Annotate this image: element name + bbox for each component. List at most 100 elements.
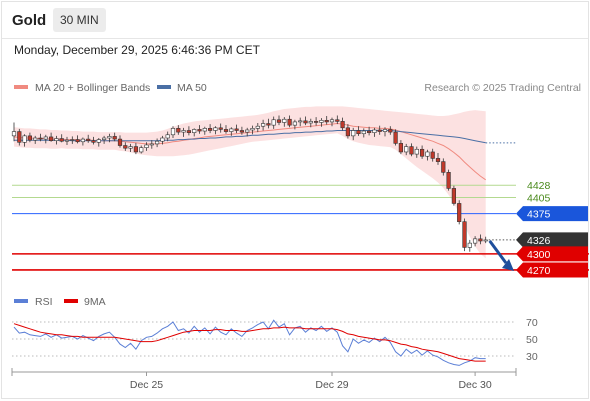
candle-body [404,146,409,153]
rsi-line [13,319,486,366]
candle-body [181,130,186,133]
forecast-arrow-shaft [488,240,508,264]
candle-body [102,137,107,140]
candle-body [86,138,91,141]
x-tick-label-0: Dec 25 [130,379,163,391]
candle-body [398,143,404,153]
candle-body [91,140,96,143]
header-bar: Gold 30 MIN [2,2,588,39]
candle-body [176,128,181,133]
timestamp: Monday, December 29, 2025 6:46:36 PM CET [14,43,260,57]
rsi-tick-30: 30 [526,351,538,363]
level-label-4300: 4300 [527,249,551,261]
candle-body [435,158,441,162]
candle-body [313,121,319,123]
candle-body [192,129,197,133]
legend-rsi-swatch [14,299,28,303]
level-badge-4270 [516,262,588,278]
candle-body [197,129,202,132]
candle-body [388,129,393,133]
candle-body [276,119,282,123]
candle-body [59,138,64,142]
candle-body [165,134,170,139]
candle-body [409,146,414,155]
candle-body [472,238,478,244]
candle-body [462,221,467,248]
forecast-arrow-head [502,258,514,271]
candle-body [11,131,17,137]
legend-ma20-label: MA 20 + Bollinger Bands [35,82,150,94]
candle-body [43,136,48,140]
candle-body [335,119,340,122]
level-badge-4300 [516,246,588,262]
candle-body [446,172,451,189]
candle-body [80,138,85,143]
x-tick-label-1: Dec 29 [315,379,348,391]
candle-body [155,140,160,145]
level-label-4405: 4405 [527,193,551,205]
candle-body [419,148,425,157]
candle-body [260,123,266,127]
candle-body [271,119,276,126]
candle-body [70,139,75,141]
candle-body [361,130,366,135]
level-badge-4326 [516,232,588,248]
candle-body [234,128,239,131]
candle-body [33,137,38,141]
interval-selector[interactable]: 30 MIN [53,8,106,32]
level-label-4270: 4270 [527,265,551,277]
level-label-4326: 4326 [527,235,551,247]
candle-body [64,139,70,142]
candle-body [483,239,488,242]
candle-body [75,139,80,143]
candle-body [160,137,165,142]
rsi-ma-line [13,323,486,362]
candle-body [170,128,176,136]
candle-body [255,125,260,129]
candle-body [308,121,313,124]
x-tick-label-2: Dec 30 [458,379,491,391]
candle-body [324,120,329,123]
instrument-title: Gold [12,12,47,29]
candle-body [377,129,382,132]
candle-body [139,147,144,153]
legend-rsi-label: RSI [35,296,53,308]
candle-body [133,146,139,153]
candle-body [48,136,54,141]
candle-body [372,129,377,133]
candle-body [382,129,388,132]
candle-body [144,144,149,148]
candle-body [149,143,154,146]
candle-body [451,188,457,204]
candle-body [441,161,446,173]
candle-body [319,120,324,123]
candle-body [282,118,287,123]
credit-text: Research © 2025 Trading Central [424,82,581,94]
candle-body [17,131,22,143]
candle-body [366,130,372,133]
candle-body [107,136,112,139]
candle-body [266,123,271,126]
candle-body [292,121,298,126]
level-label-4428: 4428 [527,180,551,192]
candle-body [112,136,117,140]
candle-body [245,129,250,133]
rsi-tick-70: 70 [526,317,538,329]
candle-body [329,119,335,123]
candle-body [186,130,192,133]
candle-body [38,137,43,140]
candle-body [478,238,483,242]
candle-body [218,127,223,130]
bollinger-band [14,106,486,259]
candle-body [223,129,229,132]
candle-body [208,128,213,131]
legend-rsi-ma-label: 9MA [84,296,106,308]
legend-ma50-label: MA 50 [177,82,207,94]
candle-body [117,138,123,146]
candle-body [345,127,351,137]
candle-body [250,128,255,131]
candle-body [128,146,133,149]
candle-body [123,145,128,149]
level-label-4375: 4375 [527,209,551,221]
